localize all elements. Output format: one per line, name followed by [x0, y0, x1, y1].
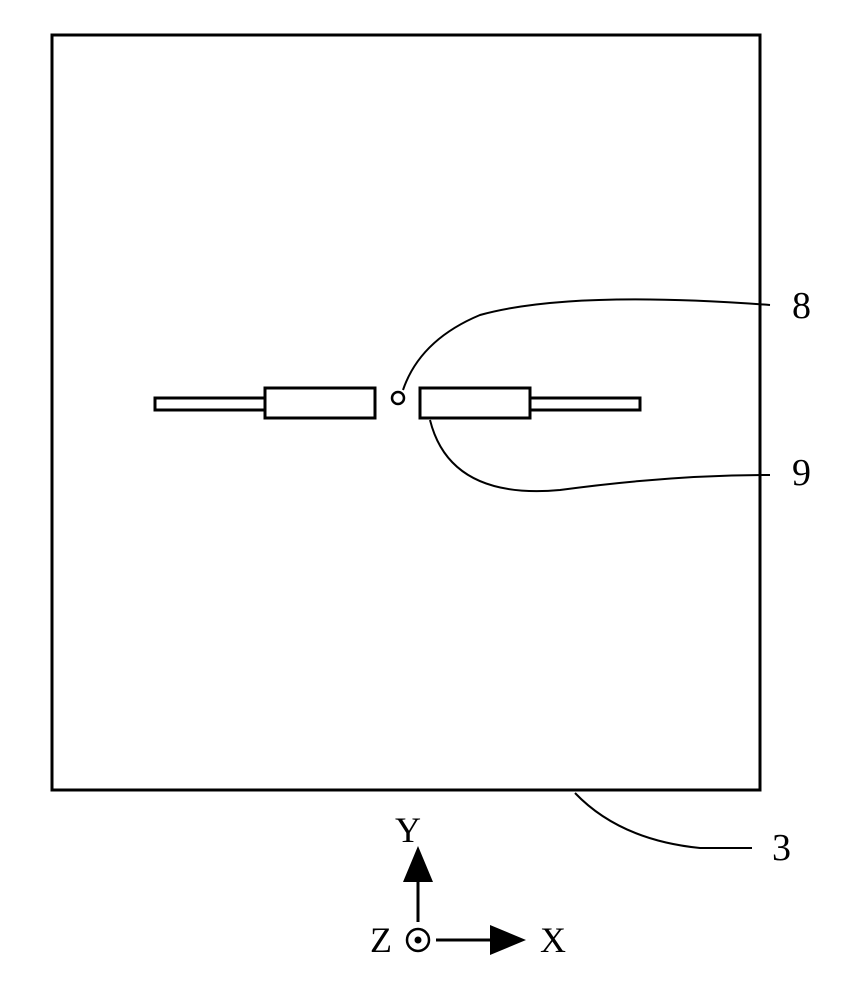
left-dipole-element: [155, 388, 375, 418]
right-dipole-element: [420, 388, 640, 418]
callout-3-label: 3: [772, 827, 791, 869]
diagram-svg: 8 9 3 Y X Z: [0, 0, 843, 1000]
callout-3-leader: [575, 793, 752, 848]
technical-diagram: 8 9 3 Y X Z: [0, 0, 843, 1000]
callout-9-label: 9: [792, 452, 811, 494]
callout-8-label: 8: [792, 285, 811, 327]
x-axis-label: X: [540, 920, 566, 960]
callout-8-leader: [403, 299, 770, 390]
callout-9-leader: [430, 420, 770, 491]
outer-frame: [52, 35, 760, 790]
coordinate-system: Y X Z: [370, 810, 566, 960]
center-feed-point: [392, 392, 404, 404]
z-axis-label: Z: [370, 920, 392, 960]
y-axis-label: Y: [395, 810, 421, 850]
